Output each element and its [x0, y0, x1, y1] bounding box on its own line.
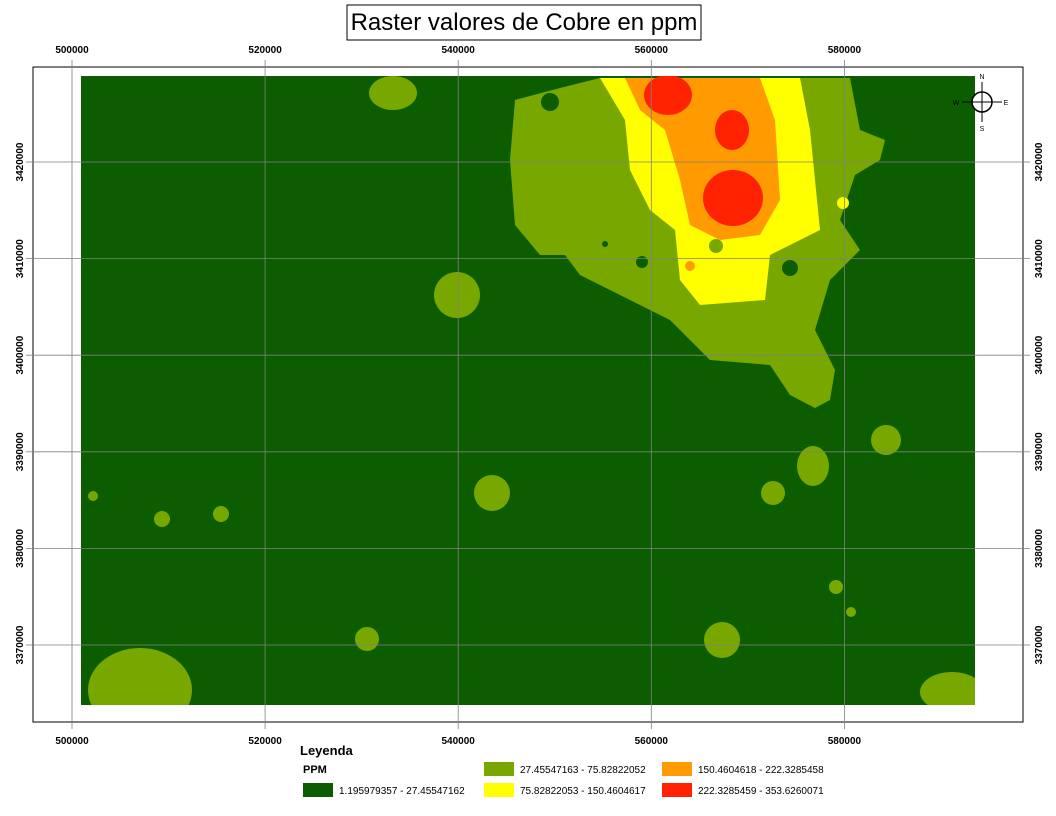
compass-n: N: [979, 74, 984, 81]
y-label-right: 3420000: [1034, 142, 1045, 181]
map-title: Raster valores de Cobre en ppm: [351, 9, 698, 36]
y-label-left: 3390000: [15, 432, 26, 471]
title-box: [346, 4, 702, 41]
legend: 1.195979357 - 27.45547162 27.45547163 - 7…: [303, 762, 824, 797]
map-frame: [32, 66, 1024, 723]
y-label-right: 3390000: [1034, 432, 1045, 471]
legend-title: Leyenda: [300, 743, 354, 758]
y-label-right: 3400000: [1034, 335, 1045, 374]
legend-label: 1.195979357 - 27.45547162: [339, 786, 465, 797]
x-label-top: 560000: [635, 45, 669, 56]
legend-swatch: [303, 783, 333, 797]
x-label-bottom: 500000: [55, 736, 89, 747]
y-label-right: 3380000: [1034, 528, 1045, 567]
x-label-bottom: 580000: [828, 736, 862, 747]
north-arrow: N S E W: [953, 74, 1009, 133]
y-label-left: 3370000: [15, 625, 26, 664]
x-label-bottom: 540000: [442, 736, 476, 747]
x-label-top: 520000: [248, 45, 282, 56]
legend-swatch: [484, 762, 514, 776]
y-label-left: 3400000: [15, 335, 26, 374]
legend-swatch: [662, 762, 692, 776]
x-label-top: 580000: [828, 45, 862, 56]
legend-field: PPM: [303, 764, 327, 776]
y-label-left: 3420000: [15, 142, 26, 181]
x-label-bottom: 520000: [248, 736, 282, 747]
graticule-labels: 500000 500000 520000 520000 540000 540000 5600…: [15, 45, 1045, 747]
legend-label: 150.4604618 - 222.3285458: [698, 765, 824, 776]
x-label-top: 540000: [442, 45, 476, 56]
legend-swatch: [484, 783, 514, 797]
compass-s: S: [980, 126, 985, 133]
y-label-right: 3370000: [1034, 625, 1045, 664]
y-label-left: 3410000: [15, 239, 26, 278]
graticule: [26, 60, 1030, 729]
x-label-top: 500000: [55, 45, 89, 56]
legend-label: 222.3285459 - 353.6260071: [698, 786, 824, 797]
compass-e: E: [1004, 100, 1009, 107]
legend-label: 75.82822053 - 150.4604617: [520, 786, 646, 797]
x-label-bottom: 560000: [635, 736, 669, 747]
compass-w: W: [953, 100, 960, 107]
y-label-left: 3380000: [15, 528, 26, 567]
legend-swatch: [662, 783, 692, 797]
legend-label: 27.45547163 - 75.82822052: [520, 765, 646, 776]
raster: [81, 76, 975, 705]
y-label-right: 3410000: [1034, 239, 1045, 278]
